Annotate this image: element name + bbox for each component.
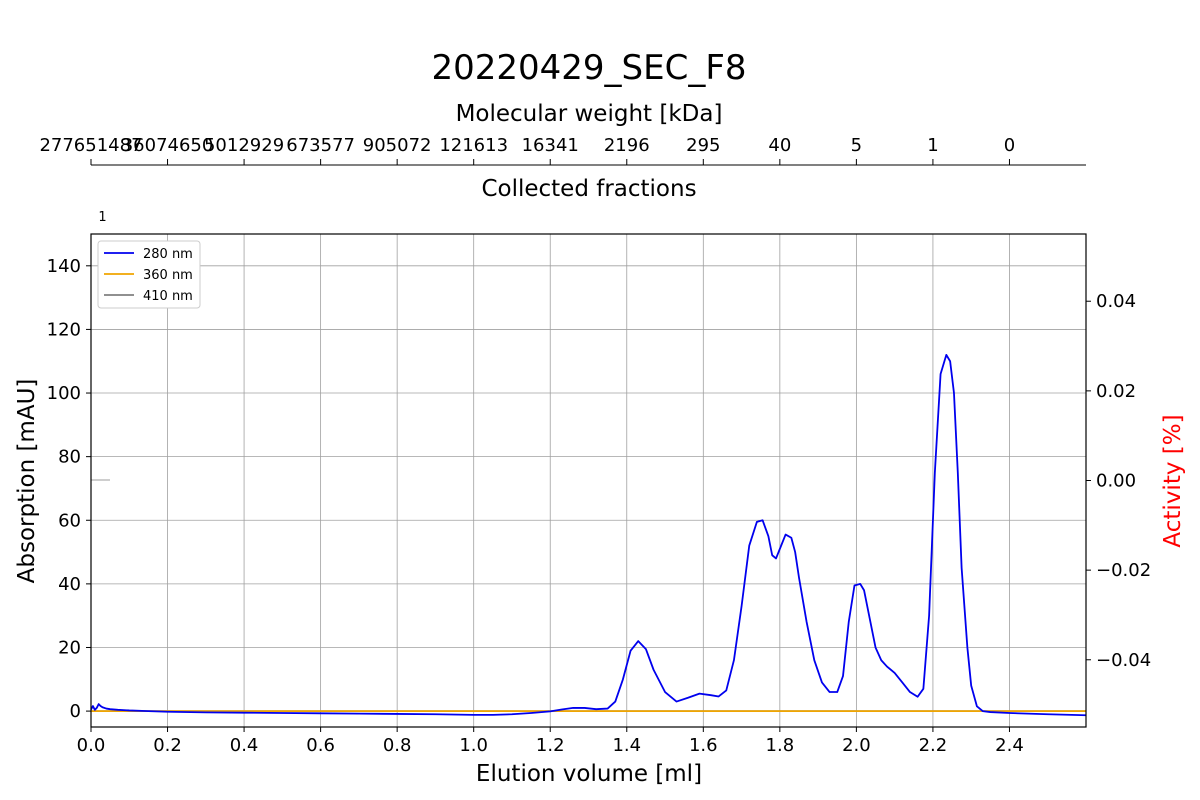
y-axis-label: Absorption [mAU] bbox=[14, 379, 40, 584]
x-tick-label: 1.6 bbox=[689, 735, 718, 756]
x-tick-label: 2.4 bbox=[995, 735, 1024, 756]
y-tick-label: 80 bbox=[58, 447, 81, 468]
top-axis-label: Molecular weight [kDa] bbox=[456, 101, 723, 127]
mw-tick-label: 121613 bbox=[439, 135, 508, 156]
legend-label-360: 360 nm bbox=[143, 268, 193, 283]
y2-tick-label: 0.00 bbox=[1096, 471, 1136, 492]
y-ticks: 0 20 40 60 80 100 120 140 bbox=[47, 256, 91, 722]
y2-tick-label: −0.04 bbox=[1096, 650, 1151, 671]
x-tick-label: 1.0 bbox=[459, 735, 488, 756]
x-tick-label: 0.4 bbox=[230, 735, 259, 756]
fraction-label: 1 bbox=[98, 210, 106, 225]
mw-tick-label: 905072 bbox=[363, 135, 432, 156]
fractions-label: Collected fractions bbox=[481, 176, 696, 202]
mw-tick-label: 673577 bbox=[286, 135, 355, 156]
legend: 280 nm 360 nm 410 nm bbox=[97, 240, 201, 309]
x-ticks: 0.0 0.2 0.4 0.6 0.8 1.0 1.2 1.4 1.6 1.8 2.0 2.2 2.4 bbox=[77, 727, 1024, 756]
mw-tick-label: 16341 bbox=[522, 135, 579, 156]
legend-label-410: 410 nm bbox=[143, 289, 193, 304]
x-tick-label: 0.8 bbox=[383, 735, 412, 756]
mw-tick-label: 36074650 bbox=[122, 135, 214, 156]
mw-tick-label: 2196 bbox=[604, 135, 650, 156]
series-280nm bbox=[90, 353, 1087, 717]
y-tick-label: 40 bbox=[58, 574, 81, 595]
y-tick-label: 100 bbox=[47, 383, 81, 404]
x-tick-label: 1.4 bbox=[612, 735, 641, 756]
y2-tick-label: −0.02 bbox=[1096, 560, 1151, 581]
x-tick-label: 0.2 bbox=[153, 735, 182, 756]
fraction-markers: 1 bbox=[98, 210, 106, 225]
x-tick-label: 0.0 bbox=[77, 735, 106, 756]
mw-tick-label: 0 bbox=[1004, 135, 1015, 156]
chart-title: 20220429_SEC_F8 bbox=[431, 48, 746, 88]
x-tick-label: 1.8 bbox=[766, 735, 795, 756]
x-tick-label: 0.6 bbox=[306, 735, 335, 756]
x-tick-label: 2.0 bbox=[842, 735, 871, 756]
mw-tick-label: 40 bbox=[768, 135, 791, 156]
grid bbox=[90, 234, 1086, 727]
y2-ticks: −0.04 −0.02 0.00 0.02 0.04 bbox=[1086, 291, 1151, 671]
y-tick-label: 0 bbox=[70, 701, 81, 722]
legend-label-280: 280 nm bbox=[143, 247, 193, 262]
legend-box bbox=[97, 240, 201, 309]
y-tick-label: 20 bbox=[58, 637, 81, 658]
y-tick-label: 140 bbox=[47, 256, 81, 277]
y-tick-label: 60 bbox=[58, 510, 81, 531]
mw-tick-label: 1 bbox=[927, 135, 938, 156]
y2-tick-label: 0.02 bbox=[1096, 381, 1136, 402]
mw-tick-label: 5 bbox=[851, 135, 862, 156]
x-tick-label: 1.2 bbox=[536, 735, 565, 756]
series-lines bbox=[90, 353, 1087, 717]
y2-axis-label: Activity [%] bbox=[1160, 414, 1186, 547]
mw-tick-label: 295 bbox=[686, 135, 720, 156]
plot-frame bbox=[90, 233, 1087, 728]
y2-tick-label: 0.04 bbox=[1096, 291, 1136, 312]
mw-tick-label: 277651487 bbox=[39, 135, 142, 156]
y-tick-label: 120 bbox=[47, 319, 81, 340]
mw-tick-label: 5012929 bbox=[204, 135, 284, 156]
x-tick-label: 2.2 bbox=[919, 735, 948, 756]
x-axis-label: Elution volume [ml] bbox=[476, 761, 702, 787]
